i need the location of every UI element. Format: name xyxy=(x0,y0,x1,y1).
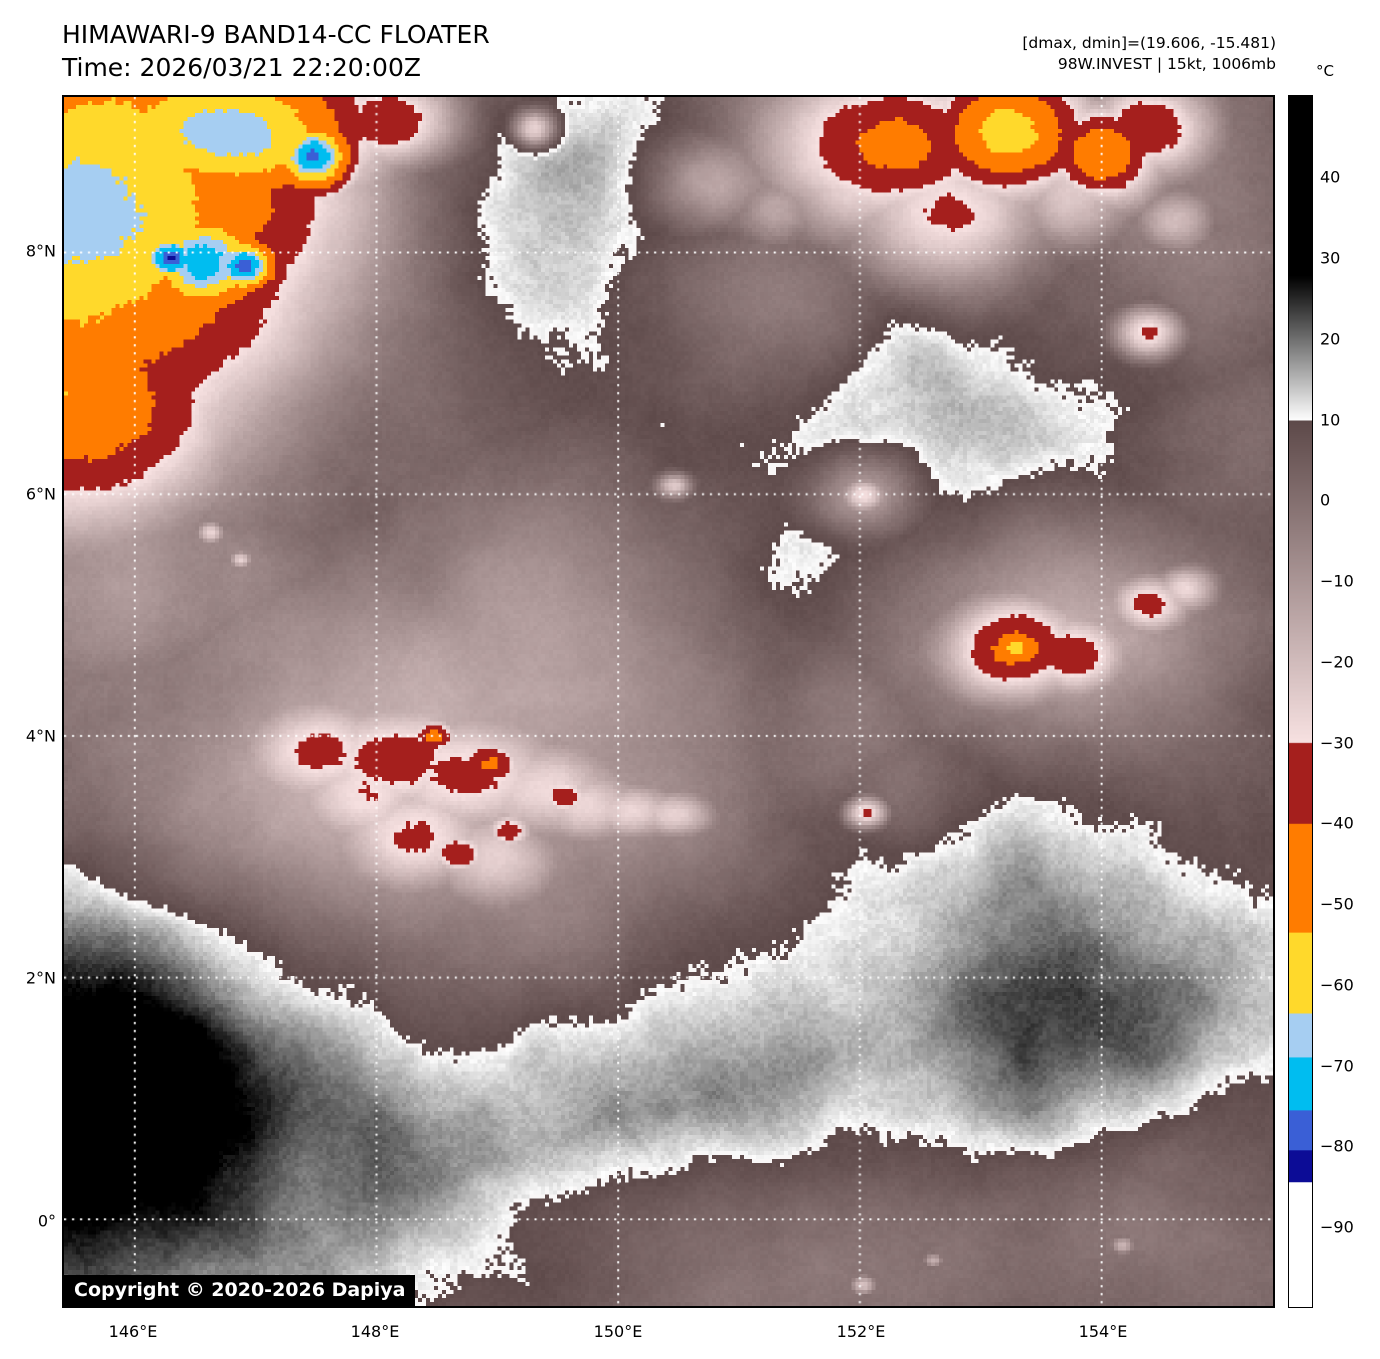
copyright-badge: Copyright © 2020-2026 Dapiya xyxy=(64,1275,416,1306)
latlon-grid-overlay xyxy=(64,97,1273,1306)
cbar-tick-m40: −40 xyxy=(1320,813,1354,833)
cbar-tick-m20: −20 xyxy=(1320,652,1354,672)
lon-tick-150e: 150°E xyxy=(593,1322,643,1341)
lat-tick-4n: 4°N xyxy=(25,726,56,746)
colorbar-canvas xyxy=(1289,96,1312,1307)
storm-info: 98W.INVEST | 15kt, 1006mb xyxy=(1057,55,1276,73)
cbar-tick-m60: −60 xyxy=(1320,975,1354,995)
cbar-tick-m90: −90 xyxy=(1320,1217,1354,1237)
lon-tick-146e: 146°E xyxy=(108,1322,158,1341)
cbar-tick-30: 30 xyxy=(1320,248,1341,268)
satellite-map: Copyright © 2020-2026 Dapiya xyxy=(62,95,1275,1308)
colorbar xyxy=(1288,95,1313,1308)
dmax-dmin-readout: [dmax, dmin]=(19.606, -15.481) xyxy=(1022,34,1276,52)
timestamp: Time: 2026/03/21 22:20:00Z xyxy=(62,53,421,82)
cbar-tick-40: 40 xyxy=(1320,167,1341,187)
lat-tick-6n: 6°N xyxy=(25,484,56,504)
lat-tick-8n: 8°N xyxy=(25,241,56,261)
page-title: HIMAWARI-9 BAND14-CC FLOATER xyxy=(62,20,490,49)
cbar-tick-0: 0 xyxy=(1320,490,1331,510)
lat-tick-0: 0° xyxy=(37,1211,56,1231)
cbar-tick-m80: −80 xyxy=(1320,1136,1354,1156)
cbar-tick-m30: −30 xyxy=(1320,733,1354,753)
cbar-tick-m70: −70 xyxy=(1320,1056,1354,1076)
lon-tick-154e: 154°E xyxy=(1078,1322,1128,1341)
cbar-tick-m50: −50 xyxy=(1320,894,1354,914)
cbar-tick-20: 20 xyxy=(1320,329,1341,349)
lon-tick-152e: 152°E xyxy=(836,1322,886,1341)
colorbar-unit-label: °C xyxy=(1316,62,1334,80)
lon-tick-148e: 148°E xyxy=(350,1322,400,1341)
cbar-tick-m10: −10 xyxy=(1320,571,1354,591)
lat-tick-2n: 2°N xyxy=(25,968,56,988)
cbar-tick-10: 10 xyxy=(1320,410,1341,430)
